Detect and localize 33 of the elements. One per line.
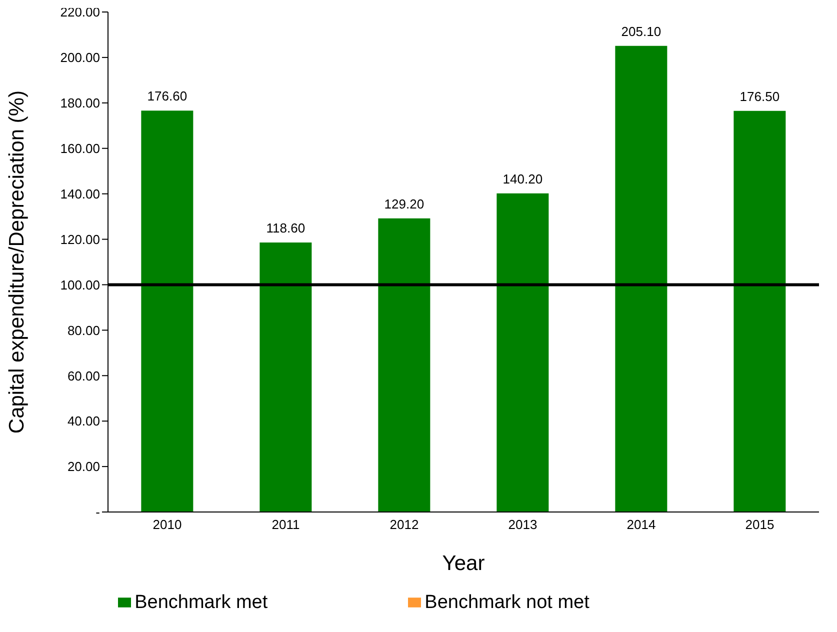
y-tick-label: 180.00 xyxy=(60,96,100,111)
data-label: 129.20 xyxy=(384,196,424,212)
data-label: 176.50 xyxy=(740,88,780,104)
bar xyxy=(378,218,430,512)
y-tick-label: - xyxy=(96,504,100,520)
bar xyxy=(734,110,786,512)
y-tick-label: 100.00 xyxy=(60,277,100,292)
x-tick-label: 2013 xyxy=(508,517,538,532)
data-label: 176.60 xyxy=(147,88,188,104)
bar xyxy=(615,46,668,512)
data-label: 140.20 xyxy=(502,171,543,186)
y-tick-label: 40.00 xyxy=(67,414,100,429)
x-tick-label: 2015 xyxy=(745,517,774,532)
bar xyxy=(141,110,194,512)
y-tick-label: 200.00 xyxy=(60,50,100,66)
data-label: 205.10 xyxy=(621,24,662,39)
y-tick-label: 120.00 xyxy=(60,232,100,247)
x-tick-label: 2011 xyxy=(272,517,300,532)
y-axis-title: Capital expenditure/Depreciation (%) xyxy=(5,90,28,434)
data-label: 118.60 xyxy=(266,220,306,236)
x-tick-label: 2010 xyxy=(152,517,182,532)
bar xyxy=(260,242,312,512)
legend-label: Benchmark not met xyxy=(424,592,590,613)
x-axis-title: Year xyxy=(442,552,485,575)
y-tick-label: 20.00 xyxy=(67,459,100,474)
y-tick-label: 80.00 xyxy=(67,322,100,338)
x-tick-label: 2014 xyxy=(626,517,656,532)
x-tick-label: 2012 xyxy=(390,517,419,532)
y-tick-label: 140.00 xyxy=(60,186,100,202)
legend-label: Benchmark met xyxy=(134,592,268,613)
y-tick-label: 160.00 xyxy=(60,140,100,156)
bar xyxy=(496,193,549,512)
y-tick-label: 60.00 xyxy=(67,368,100,384)
